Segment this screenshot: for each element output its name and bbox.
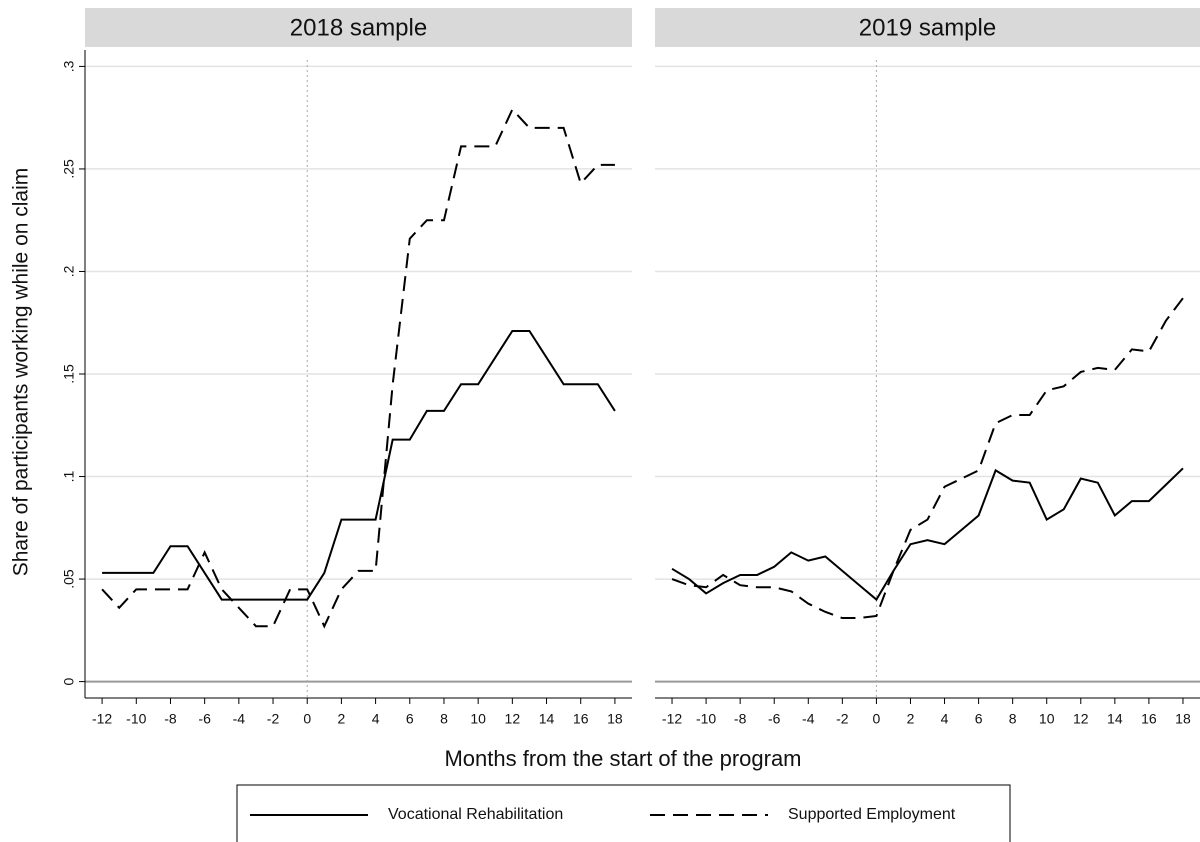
x-tick-label: 6 xyxy=(975,711,983,727)
x-tick-label: 12 xyxy=(1073,711,1089,727)
x-tick-label: 18 xyxy=(607,711,623,727)
x-tick-label: -8 xyxy=(164,711,177,727)
x-axis-label: Months from the start of the program xyxy=(444,746,801,771)
x-tick-label: -4 xyxy=(233,711,246,727)
x-tick-label: -10 xyxy=(696,711,716,727)
x-tick-label: -8 xyxy=(734,711,747,727)
panel-title: 2019 sample xyxy=(859,14,996,41)
legend-label: Vocational Rehabilitation xyxy=(388,806,563,823)
y-tick-label: .15 xyxy=(61,364,77,384)
y-axis-label: Share of participants working while on c… xyxy=(10,168,33,577)
y-tick-label: .2 xyxy=(61,265,77,277)
x-tick-label: -12 xyxy=(662,711,682,727)
x-tick-label: 2 xyxy=(907,711,915,727)
x-tick-label: 0 xyxy=(873,711,881,727)
x-tick-label: 4 xyxy=(941,711,949,727)
x-tick-label: 16 xyxy=(573,711,589,727)
panel-header xyxy=(655,8,1200,47)
x-tick-label: 14 xyxy=(1107,711,1123,727)
x-tick-label: -4 xyxy=(802,711,815,727)
series-line xyxy=(102,329,616,601)
x-tick-label: 2 xyxy=(338,711,346,727)
panel-header xyxy=(85,8,632,47)
panel-title: 2018 sample xyxy=(290,14,427,41)
x-tick-label: 8 xyxy=(1009,711,1017,727)
x-tick-label: 0 xyxy=(303,711,311,727)
x-tick-label: -2 xyxy=(267,711,280,727)
series-line xyxy=(101,107,615,629)
x-tick-label: 14 xyxy=(539,711,555,727)
series-line xyxy=(671,467,1184,602)
y-tick-label: .05 xyxy=(61,569,77,589)
y-tick-label: .1 xyxy=(61,470,77,482)
legend-box xyxy=(236,784,1011,842)
x-tick-label: 12 xyxy=(505,711,521,727)
y-tick-label: .3 xyxy=(61,60,77,72)
x-tick-label: 6 xyxy=(406,711,414,727)
x-tick-label: 10 xyxy=(470,711,486,727)
x-tick-label: -12 xyxy=(92,711,112,727)
series-line xyxy=(671,297,1184,620)
x-tick-label: 16 xyxy=(1141,711,1157,727)
y-tick-label: .25 xyxy=(61,159,77,179)
x-tick-label: 4 xyxy=(372,711,380,727)
x-tick-label: 18 xyxy=(1175,711,1191,727)
x-tick-label: -2 xyxy=(836,711,849,727)
x-tick-label: -6 xyxy=(198,711,211,727)
x-tick-label: -10 xyxy=(126,711,146,727)
x-tick-label: 8 xyxy=(440,711,448,727)
x-tick-label: 10 xyxy=(1039,711,1055,727)
y-tick-label: 0 xyxy=(61,677,77,685)
legend-label: Supported Employment xyxy=(788,806,956,823)
x-tick-label: -6 xyxy=(768,711,781,727)
